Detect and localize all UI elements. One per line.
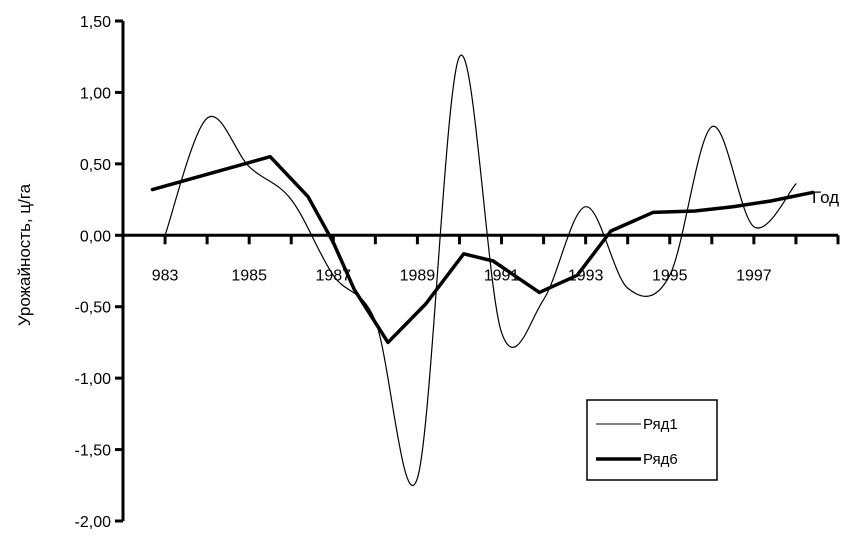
x-tick-label: 1985	[231, 267, 267, 284]
y-tick-label: 1,00	[80, 85, 111, 102]
y-tick-label: 1,50	[80, 14, 111, 31]
x-tick-label: 1993	[568, 267, 604, 284]
x-tick-label: 1989	[400, 267, 436, 284]
y-tick-label: 0,50	[80, 157, 111, 174]
series-layer	[150, 54, 815, 487]
legend-label-series-2: Ряд6	[643, 451, 678, 468]
y-axis: -2,00 -1,50 -1,00 -0,50 0,00 0,50 1,00 1,50	[75, 14, 125, 531]
series-line-2	[150, 154, 815, 345]
x-axis-title: Год	[812, 188, 839, 207]
y-tick-label: -0,50	[75, 300, 112, 317]
legend: Ряд1 Ряд6	[586, 399, 718, 481]
legend-label-series-1: Ряд1	[643, 416, 678, 433]
y-axis-title: Урожайность, ц/га	[15, 183, 34, 326]
x-tick-label: 983	[152, 267, 179, 284]
series-line-1	[164, 54, 797, 487]
y-tick-label: 0,00	[80, 228, 111, 245]
legend-box	[586, 399, 718, 481]
x-axis: 983 1985 1987 1989 1991 1993 1995 1997	[123, 233, 840, 284]
y-tick-label: -1,50	[75, 443, 112, 460]
x-tick-label: 1997	[736, 267, 772, 284]
y-tick-label: -2,00	[75, 514, 112, 531]
y-tick-label: -1,00	[75, 371, 112, 388]
